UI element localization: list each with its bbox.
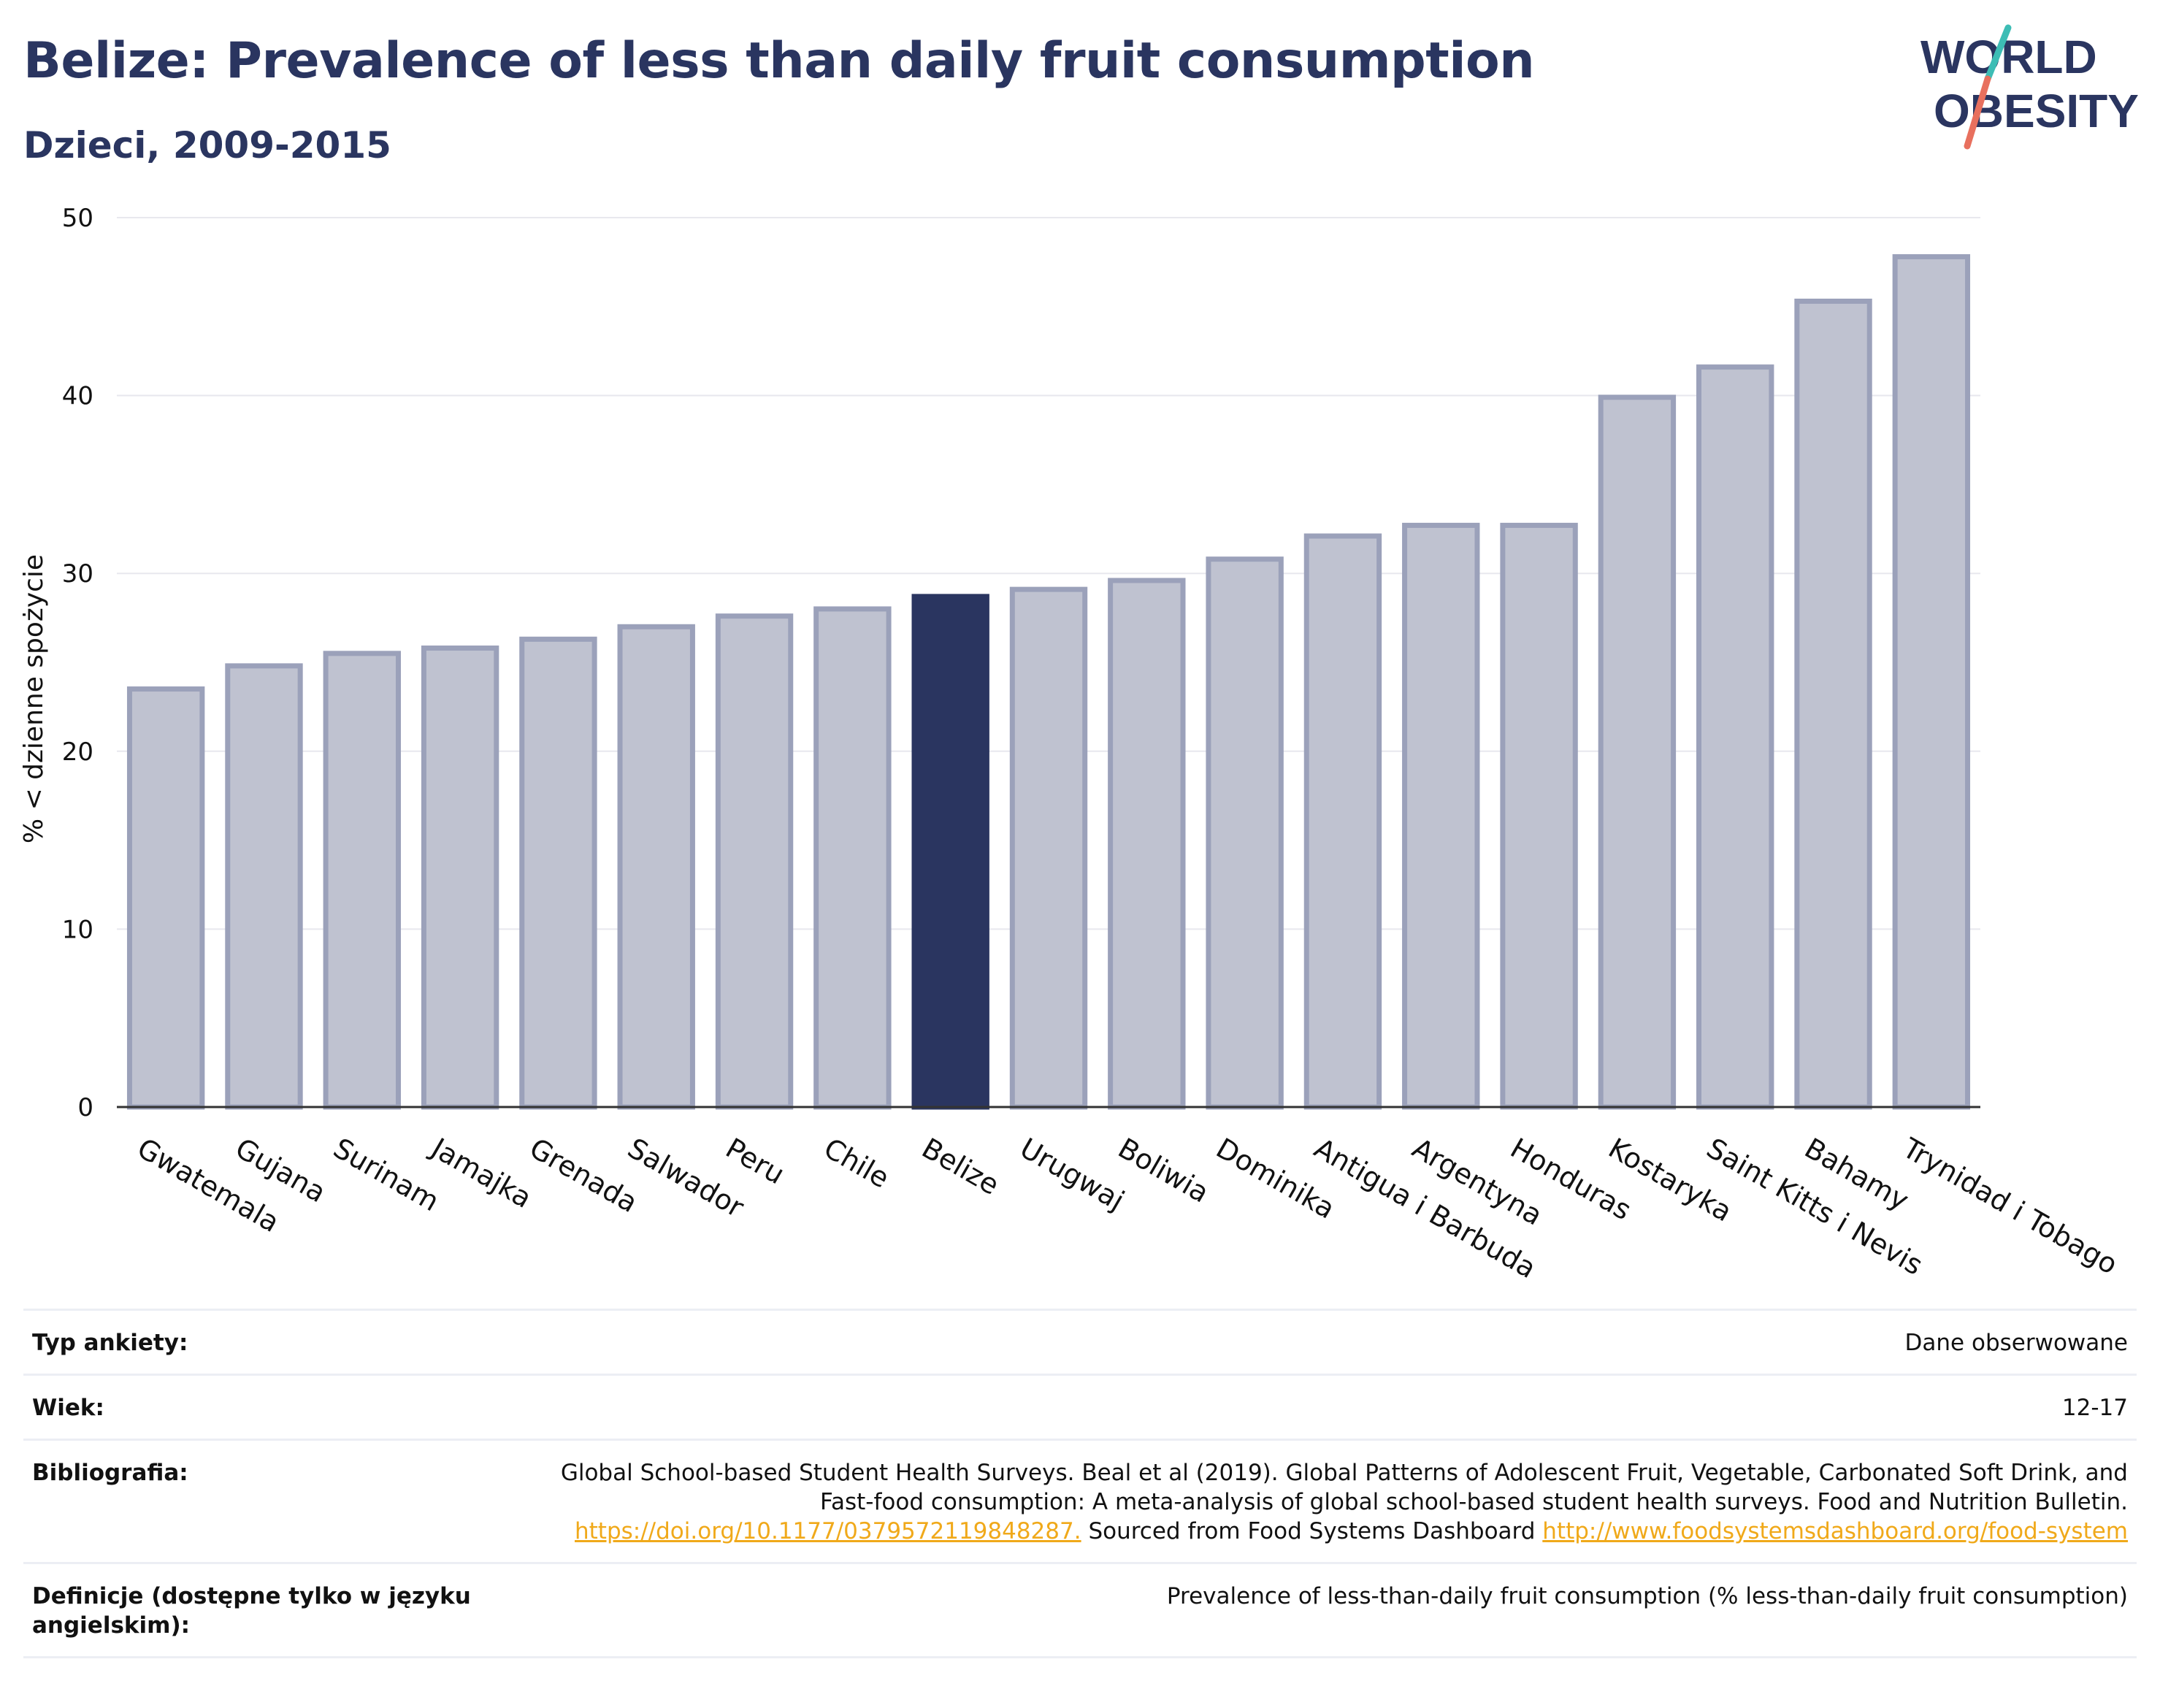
bibliography-value: Global School-based Student Health Surve… [499,1439,2137,1563]
bar-belize [911,594,989,1110]
x-tick-label: Trynidad i Tobago [1896,1131,2123,1280]
bar-kostaryka [1598,394,1677,1110]
bars [126,254,1971,1110]
x-tick-label: Grenada [524,1132,643,1219]
bar-gujana [225,663,303,1110]
x-tick-label: Belize [916,1132,1005,1201]
x-tick-label: Urugwaj [1015,1132,1130,1217]
table-row: Wiek: 12-17 [23,1374,2137,1440]
y-tick-label: 10 [62,915,93,944]
y-tick-label: 20 [62,738,93,767]
table-row: Bibliografia: Global School-based Studen… [23,1439,2137,1563]
x-tick-label: Jamajka [425,1131,537,1214]
bibliography-source-text: Sourced from Food Systems Dashboard [1088,1518,1536,1544]
bar-honduras [1500,522,1578,1110]
bar-surinam [323,651,401,1110]
bibliography-text: Global School-based Student Health Surve… [560,1460,2128,1515]
definitions-label: Definicje (dostępne tylko w języku angie… [23,1562,499,1658]
food-systems-dashboard-link[interactable]: http://www.foodsystemsdashboard.org/food… [1542,1518,2128,1544]
metadata-table: Typ ankiety: Dane obserwowane Wiek: 12-1… [23,1309,2137,1658]
bar-dominika [1206,556,1284,1110]
x-tick-label: Surinam [328,1132,445,1217]
bar-antigua-i-barbuda [1303,533,1382,1110]
logo-slash-teal-icon [1984,24,2012,83]
bar-salwador [617,624,695,1110]
bar-grenada [519,636,597,1110]
chart-title: Belize: Prevalence of less than daily fr… [23,32,1535,90]
bibliography-label: Bibliografia: [23,1439,499,1563]
x-tick-label: Boliwia [1113,1132,1214,1209]
x-tick-label: Peru [721,1132,790,1190]
bar-jamajka [421,646,499,1110]
y-tick-label: 30 [62,559,93,589]
y-tick-label: 0 [77,1093,93,1122]
bar-chile [813,606,892,1110]
bar-bahamy [1794,298,1872,1110]
bar-saint-kitts-i-nevis [1696,364,1774,1110]
y-axis-ticks: 0 10 20 30 40 50 [62,204,93,1122]
survey-type-label: Typ ankiety: [23,1309,499,1375]
bar-boliwia [1108,578,1186,1110]
age-label: Wiek: [23,1374,499,1440]
bar-argentyna [1402,522,1480,1110]
bar-gwatemala [126,686,205,1110]
bar-trynidad-i-tobago [1892,254,1971,1110]
logo-slash-coral-icon [1964,75,1991,150]
definitions-value: Prevalence of less-than-daily fruit cons… [499,1562,2137,1658]
logo-text-obesity: OBESITY [1934,85,2139,137]
y-axis-title: % < dzienne spożycie [19,554,49,843]
bar-chart: 0 10 20 30 40 50 GwatemalaGujanaSurinamJamajk… [19,204,2123,1284]
table-row: Definicje (dostępne tylko w języku angie… [23,1562,2137,1658]
chart-subtitle: Dzieci, 2009-2015 [23,124,391,166]
y-tick-label: 50 [62,204,93,233]
survey-type-value: Dane obserwowane [499,1309,2137,1375]
table-row: Typ ankiety: Dane obserwowane [23,1309,2137,1375]
bar-peru [715,613,794,1110]
logo-text-world: WORLD [1920,31,2097,83]
world-obesity-logo: WORLD OBESITY [1920,24,2139,150]
x-tick-label: Chile [819,1132,895,1195]
y-tick-label: 40 [62,382,93,411]
x-axis-labels: GwatemalaGujanaSurinamJamajkaGrenadaSalw… [132,1131,2123,1284]
bar-urugwaj [1009,586,1088,1110]
age-value: 12-17 [499,1374,2137,1440]
doi-link[interactable]: https://doi.org/10.1177/0379572119848287… [575,1518,1081,1544]
